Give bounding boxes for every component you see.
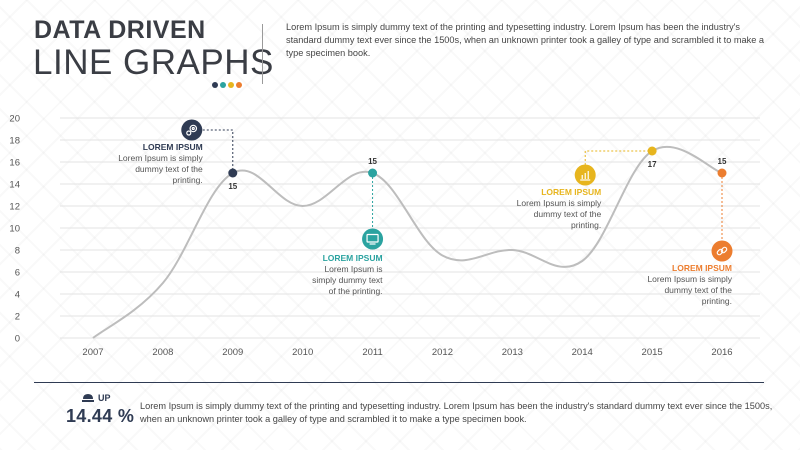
x-tick-label-2016: 2016 bbox=[711, 347, 732, 358]
link-icon-badge bbox=[711, 240, 733, 262]
data-label-2016: 15 bbox=[718, 157, 727, 166]
y-tick-label-2: 2 bbox=[15, 312, 20, 323]
y-tick-label-0: 0 bbox=[15, 334, 20, 345]
annotation-2015-title: LOREM IPSUM bbox=[541, 187, 601, 197]
y-tick-label-16: 16 bbox=[9, 158, 20, 169]
annotation-2016-line-1: Lorem Ipsum is simply bbox=[647, 274, 732, 284]
y-tick-label-14: 14 bbox=[9, 180, 20, 191]
stat-value: 14.44 % bbox=[66, 406, 135, 426]
link-icon bbox=[716, 246, 728, 256]
footer-divider bbox=[34, 382, 764, 383]
color-dots bbox=[212, 82, 242, 88]
annotation-2009-line-3: printing. bbox=[173, 175, 203, 185]
data-label-2015: 17 bbox=[648, 160, 657, 169]
up-indicator: UP bbox=[82, 393, 111, 403]
annotation-2016-line-2: dummy text of the bbox=[664, 285, 732, 295]
gear-icon bbox=[186, 124, 198, 136]
title-line-2: LINE GRAPHS bbox=[33, 43, 274, 82]
marker-2015 bbox=[647, 146, 657, 156]
up-label: UP bbox=[98, 393, 111, 403]
annotation-2011-line-3: of the printing. bbox=[329, 286, 383, 296]
y-tick-label-12: 12 bbox=[9, 202, 20, 213]
y-tick-label-8: 8 bbox=[15, 246, 20, 257]
annotation-2009-line-1: Lorem Ipsum is simply bbox=[118, 153, 203, 163]
annotation-2011-line-1: Lorem Ipsum is bbox=[324, 264, 382, 274]
x-tick-label-2009: 2009 bbox=[222, 347, 243, 358]
dot-yellow bbox=[228, 82, 234, 88]
x-tick-label-2010: 2010 bbox=[292, 347, 313, 358]
x-tick-label-2015: 2015 bbox=[642, 347, 663, 358]
header-divider bbox=[262, 24, 263, 84]
line-chart: 0 2 4 6 8 10 12 14 16 18 20 2007 2008 2009 2010 2011 201… bbox=[9, 114, 760, 358]
data-label-2009: 15 bbox=[228, 182, 237, 191]
annotation-2011-title: LOREM IPSUM bbox=[323, 253, 383, 263]
marker-2009 bbox=[228, 168, 238, 178]
up-icon bbox=[82, 394, 94, 402]
x-tick-label-2013: 2013 bbox=[502, 347, 523, 358]
leader-2009 bbox=[202, 129, 234, 169]
annotation-2015-line-2: dummy text of the bbox=[534, 209, 602, 219]
title-line-1: DATA DRIVEN bbox=[34, 16, 206, 44]
footer-description: Lorem Ipsum is simply dummy text of the … bbox=[140, 401, 773, 424]
x-tick-label-2011: 2011 bbox=[362, 347, 382, 358]
marker-2016 bbox=[717, 168, 727, 178]
x-tick-label-2008: 2008 bbox=[152, 347, 173, 358]
x-tick-label-2014: 2014 bbox=[572, 347, 593, 358]
annotation-2015-line-3: printing. bbox=[571, 220, 601, 230]
y-tick-label-18: 18 bbox=[9, 136, 20, 147]
series-line bbox=[92, 145, 723, 339]
annotation-2016-title: LOREM IPSUM bbox=[672, 263, 732, 273]
bar-chart-icon bbox=[580, 171, 591, 181]
y-tick-label-10: 10 bbox=[9, 224, 20, 235]
y-tick-label-4: 4 bbox=[15, 290, 20, 301]
dot-navy bbox=[212, 82, 218, 88]
y-tick-label-20: 20 bbox=[9, 114, 20, 125]
x-tick-label-2012: 2012 bbox=[432, 347, 453, 358]
gear-icon-badge bbox=[181, 119, 203, 141]
header-description: Lorem Ipsum is simply dummy text of the … bbox=[286, 22, 765, 58]
annotation-2016-line-3: printing. bbox=[702, 296, 732, 306]
dot-orange bbox=[236, 82, 242, 88]
annotation-2009-title: LOREM IPSUM bbox=[143, 142, 203, 152]
monitor-icon-badge bbox=[362, 228, 384, 250]
y-tick-label-6: 6 bbox=[15, 268, 20, 279]
dot-teal bbox=[220, 82, 226, 88]
annotation-2011-line-2: simply dummy text bbox=[312, 275, 383, 285]
annotation-2015-line-1: Lorem Ipsum is simply bbox=[517, 198, 602, 208]
x-tick-label-2007: 2007 bbox=[82, 347, 103, 358]
leader-2015 bbox=[584, 150, 649, 165]
data-label-2011: 15 bbox=[368, 157, 377, 166]
annotation-2009-line-2: dummy text of the bbox=[135, 164, 203, 174]
monitor-icon bbox=[366, 233, 379, 245]
marker-2011 bbox=[368, 168, 378, 178]
